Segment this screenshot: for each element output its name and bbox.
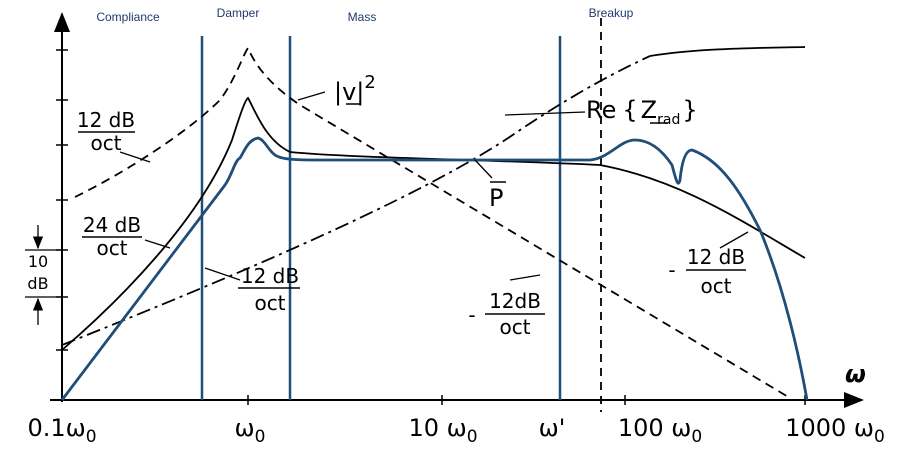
region-label: Compliance xyxy=(96,10,160,24)
x-label-base: 10 ω xyxy=(408,414,466,442)
region-lines xyxy=(200,36,562,400)
x-label-base: 100 ω xyxy=(618,414,692,442)
slope-num: 12 dB xyxy=(687,245,745,269)
leader xyxy=(474,159,493,179)
slope-label: - 12 dB oct xyxy=(668,245,746,298)
leader xyxy=(144,239,171,249)
x-label: 100 ω0 xyxy=(618,414,702,447)
slope-num: 12 dB xyxy=(77,108,135,132)
x-label: 0.1ω0 xyxy=(27,414,96,447)
velocity-label: |v|2 xyxy=(334,72,376,106)
leader xyxy=(719,231,749,249)
slope-sign: - xyxy=(468,303,475,327)
leader xyxy=(119,151,151,163)
scale-top: 10 xyxy=(28,252,48,271)
power-label: P xyxy=(489,184,503,212)
x-label: ω0 xyxy=(235,414,266,447)
slope-label: 24 dB oct xyxy=(82,213,142,260)
slope-den: oct xyxy=(499,315,530,339)
x-label-sub: 0 xyxy=(691,427,702,447)
slope-label: 12 dB oct xyxy=(238,264,300,315)
brace: } xyxy=(682,96,697,124)
region-label: Breakup xyxy=(589,6,634,20)
region-label: Damper xyxy=(217,6,260,20)
x-label-sub: 0 xyxy=(467,427,478,447)
slope-label: - 12dB oct xyxy=(468,289,545,339)
x-label-sub: 0 xyxy=(874,427,885,447)
x-label-base: 1000 ω xyxy=(785,414,874,442)
x-label-base: ω xyxy=(235,414,255,442)
slope-num: 12 dB xyxy=(241,264,299,288)
x-labels: 0.1ω0 ω0 10 ω0 ω' 100 ω0 1000 ω0 xyxy=(27,414,884,447)
x-label-sub: 0 xyxy=(86,427,97,447)
slope-den: oct xyxy=(254,291,285,315)
radiation-curve-top xyxy=(649,46,806,57)
x-label: 1000 ω0 xyxy=(785,414,885,447)
z: Z xyxy=(641,96,657,124)
slope-label: 12 dB oct xyxy=(77,108,135,155)
z-sub: rad xyxy=(657,112,680,128)
power-curve xyxy=(60,136,809,401)
leader xyxy=(509,274,541,281)
slope-sign: - xyxy=(668,258,675,282)
slope-num: 12dB xyxy=(489,289,541,313)
re: Re xyxy=(586,96,616,124)
response-curve xyxy=(61,96,806,351)
x-label-base: ω' xyxy=(539,414,566,442)
x-label-base: 0.1ω xyxy=(27,414,85,442)
slope-num: 24 dB xyxy=(83,213,141,237)
leader xyxy=(504,111,586,116)
scale-bracket xyxy=(25,225,62,325)
x-axis-label: ω xyxy=(845,360,866,388)
velocity-body: |v| xyxy=(334,78,364,106)
scale-bottom: dB xyxy=(27,274,48,293)
leader xyxy=(204,267,241,281)
brace: { xyxy=(622,96,637,124)
radiation-curve xyxy=(61,55,651,346)
region-label: Mass xyxy=(348,10,377,24)
slope-den: oct xyxy=(90,131,121,155)
x-label: 10 ω0 xyxy=(408,414,477,447)
slope-den: oct xyxy=(96,236,127,260)
radiation-label: Re{Zrad} xyxy=(586,96,698,128)
x-label: ω' xyxy=(539,414,566,442)
leader xyxy=(297,91,326,101)
velocity-sup: 2 xyxy=(364,72,375,93)
slope-den: oct xyxy=(700,274,731,298)
x-label-sub: 0 xyxy=(255,427,266,447)
